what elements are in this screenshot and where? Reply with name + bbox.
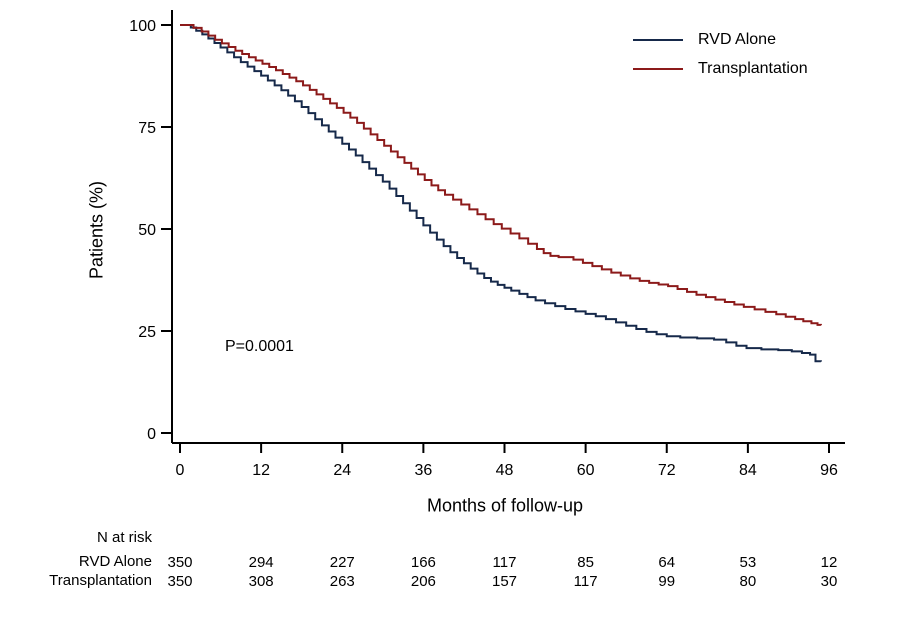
risk-value: 30 (821, 573, 838, 590)
risk-value: 350 (167, 573, 192, 590)
risk-value: 308 (249, 573, 274, 590)
risk-value: 227 (330, 554, 355, 571)
risk-value: 157 (492, 573, 517, 590)
legend-label-rvd-alone: RVD Alone (698, 30, 776, 48)
risk-value: 117 (574, 573, 598, 590)
x-tick-label: 36 (414, 462, 432, 479)
risk-value: 294 (249, 554, 274, 571)
x-tick-label: 0 (176, 462, 185, 479)
risk-value: 53 (740, 554, 757, 571)
risk-table-title: N at risk (96, 529, 152, 546)
risk-value: 350 (167, 554, 192, 571)
risk-value: 117 (493, 554, 517, 571)
y-axis-title: Patients (%) (86, 180, 107, 280)
risk-value: 12 (821, 554, 838, 571)
legend-item-rvd-alone: RVD Alone (633, 25, 808, 54)
y-tick-label: 75 (138, 120, 156, 137)
risk-value: 99 (658, 573, 675, 590)
legend-label-transplantation: Transplantation (698, 59, 808, 77)
risk-value: 80 (740, 573, 757, 590)
x-tick-label: 24 (333, 462, 351, 479)
rvd-alone-line-swatch (633, 38, 683, 41)
risk-value: 64 (658, 554, 675, 571)
y-tick-label: 50 (138, 222, 156, 239)
x-tick-label: 96 (820, 462, 838, 479)
legend-item-transplantation: Transplantation (633, 54, 808, 83)
x-tick-label: 60 (577, 462, 595, 479)
legend: RVD Alone Transplantation (633, 25, 808, 83)
km-curve-rvd-alone (180, 24, 822, 363)
x-axis-title: Months of follow-up (426, 495, 584, 516)
x-tick-label: 72 (658, 462, 676, 479)
y-tick-label: 100 (129, 18, 156, 35)
p-value-annotation: P=0.0001 (225, 338, 294, 355)
km-curve-transplantation (180, 24, 822, 326)
y-tick-label: 25 (138, 324, 156, 341)
x-tick-label: 84 (739, 462, 757, 479)
risk-value: 85 (577, 554, 594, 571)
x-tick-label: 48 (496, 462, 514, 479)
risk-value: 166 (411, 554, 436, 571)
risk-row-label-transplantation: Transplantation (49, 572, 152, 589)
y-tick-label: 0 (147, 426, 156, 443)
risk-value: 263 (330, 573, 355, 590)
risk-value: 206 (411, 573, 436, 590)
risk-row-label-rvd-alone: RVD Alone (78, 553, 152, 570)
transplantation-line-swatch (633, 67, 683, 70)
x-tick-label: 12 (252, 462, 270, 479)
